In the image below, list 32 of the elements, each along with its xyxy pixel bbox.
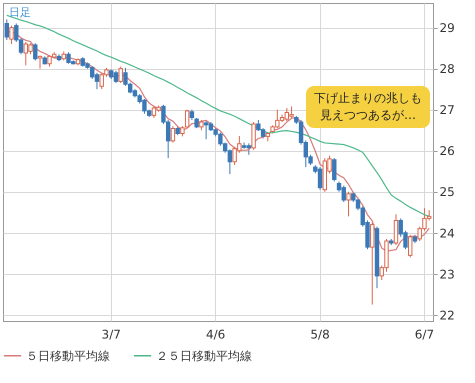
x-tick-label: 5/8 xyxy=(310,328,330,342)
y-tick-label: 22 xyxy=(440,308,455,322)
x-tick-label: 3/7 xyxy=(102,328,121,342)
candlestick xyxy=(346,191,351,217)
annotation: 下げ止まりの兆しも見えつつあるが… xyxy=(306,86,430,128)
candlestick xyxy=(370,222,374,306)
y-tick-label: 29 xyxy=(440,21,455,36)
candlestick xyxy=(38,55,42,70)
legend-label: ２５日移動平均線 xyxy=(156,348,252,363)
x-tick-label: 6/7 xyxy=(414,328,434,342)
candlestick xyxy=(62,50,66,61)
candlestick xyxy=(194,117,199,129)
candlestick xyxy=(251,121,256,150)
y-tick-label: 28 xyxy=(440,62,455,76)
candlestick xyxy=(332,158,336,182)
candlestick xyxy=(394,214,398,246)
candlestick xyxy=(408,234,412,258)
candlestick xyxy=(190,109,194,120)
candlestick xyxy=(9,25,14,45)
legend-label: ５日移動平均線 xyxy=(26,348,110,363)
x-tick-label: 4/6 xyxy=(206,328,226,342)
candlestick xyxy=(118,66,123,84)
y-tick-label: 27 xyxy=(440,103,455,118)
candlestick xyxy=(33,42,38,61)
candlestick xyxy=(199,119,204,131)
candlestick xyxy=(4,18,9,40)
y-tick-label: 25 xyxy=(440,185,455,200)
y-tick-label: 26 xyxy=(440,144,455,158)
y-tick-label: 24 xyxy=(440,226,455,240)
annotation: 日足 xyxy=(9,5,31,20)
candlestick xyxy=(170,126,176,144)
y-tick-label: 23 xyxy=(440,267,455,282)
